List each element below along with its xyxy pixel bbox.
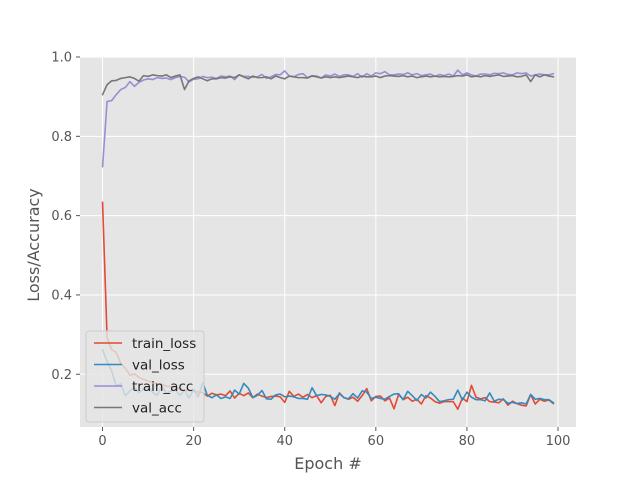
legend-label: train_acc	[132, 379, 193, 395]
y-axis-ticks: 0.2 0.4 0.6 0.8 1.0	[51, 51, 80, 383]
x-axis-ticks: 0 20 40 60 80 100	[98, 427, 570, 449]
y-tick-label: 0.4	[51, 288, 72, 303]
x-tick-label: 0	[98, 434, 106, 449]
legend: train_loss val_loss train_acc val_acc	[85, 330, 205, 423]
x-tick-label: 20	[185, 434, 202, 449]
x-grid	[102, 57, 559, 427]
series-line-train-acc	[101, 69, 555, 168]
y-grid	[80, 56, 576, 375]
x-tick-label: 80	[459, 434, 476, 449]
x-axis-label: Epoch #	[294, 454, 361, 473]
y-tick-label: 0.8	[51, 130, 72, 145]
legend-label: val_loss	[132, 357, 185, 373]
y-axis-label: Loss/Accuracy	[24, 188, 43, 302]
y-tick-label: 0.2	[51, 368, 72, 383]
x-tick-label: 40	[276, 434, 293, 449]
legend-label: val_acc	[132, 400, 182, 416]
x-tick-label: 100	[546, 434, 571, 449]
y-tick-label: 0.6	[51, 209, 72, 224]
legend-box	[85, 330, 205, 423]
legend-label: train_loss	[132, 336, 196, 352]
x-tick-label: 60	[368, 434, 385, 449]
y-tick-label: 1.0	[51, 51, 72, 66]
series-line-val-acc	[101, 74, 555, 96]
